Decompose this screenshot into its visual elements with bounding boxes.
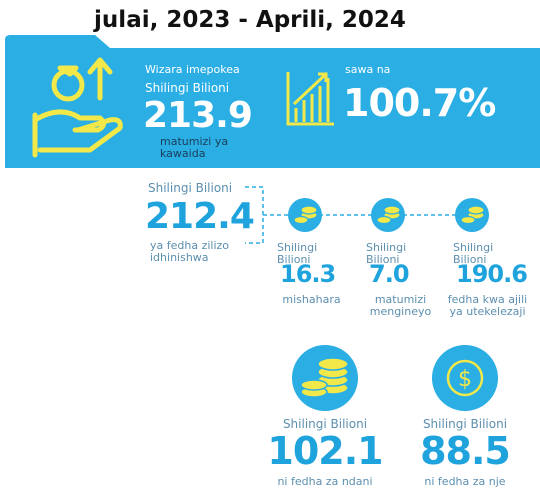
hand-icon: [32, 57, 123, 158]
title: julai, 2023 - Aprili, 2024: [94, 7, 406, 33]
item-unit: Shilingi Bilioni: [366, 241, 407, 266]
item-caption: fedha kwa ajili ya utekelezaji: [447, 293, 528, 318]
source-caption: ni fedha za nje: [424, 475, 506, 488]
received-unit: Shilingi Bilioni: [145, 81, 230, 95]
item-caption: matumizi mengineyo: [369, 293, 432, 318]
item-unit: Shilingi Bilioni: [277, 241, 318, 266]
source-amount: 102.1: [267, 429, 383, 473]
item-amount: 16.3: [280, 260, 336, 288]
approved-caption: ya fedha zilizo idhinishwa: [150, 239, 230, 264]
ratio-label: sawa na: [345, 63, 391, 76]
item-amount: 7.0: [369, 260, 410, 288]
received-amount: 213.9: [143, 95, 253, 136]
banner: [5, 35, 540, 168]
ratio: 100.7%: [343, 81, 496, 125]
source-amount: 88.5: [420, 429, 511, 473]
svg-text:$: $: [458, 367, 472, 392]
approved-unit: Shilingi Bilioni: [148, 181, 233, 195]
approved-amount: 212.4: [145, 196, 255, 237]
item-unit: Shilingi Bilioni: [453, 241, 494, 266]
item-amount: 190.6: [456, 260, 528, 288]
source-unit: Shilingi Bilioni: [282, 417, 368, 431]
coin-icons: $: [288, 198, 498, 411]
source-caption: ni fedha za ndani: [277, 475, 373, 488]
received-label: Wizara imepokea: [145, 63, 240, 76]
chart-icon: [286, 72, 334, 126]
received-caption: matumizi ya kawaida: [160, 135, 229, 160]
source-unit: Shilingi Bilioni: [422, 417, 508, 431]
item-caption: mishahara: [282, 293, 341, 306]
connector: [245, 186, 470, 244]
